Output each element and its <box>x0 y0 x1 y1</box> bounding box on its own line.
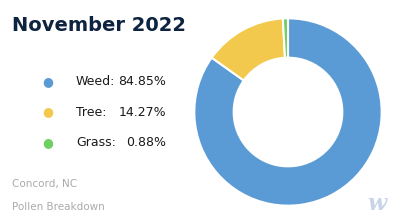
Text: Pollen Breakdown: Pollen Breakdown <box>12 202 105 212</box>
Text: 0.88%: 0.88% <box>126 136 166 149</box>
Text: w: w <box>367 193 386 215</box>
Text: 84.85%: 84.85% <box>118 75 166 88</box>
Wedge shape <box>212 18 285 80</box>
Text: November 2022: November 2022 <box>12 16 186 35</box>
Text: Tree:: Tree: <box>76 106 106 118</box>
Wedge shape <box>283 18 288 58</box>
Text: Grass:: Grass: <box>76 136 116 149</box>
Text: Weed:: Weed: <box>76 75 115 88</box>
Text: ●: ● <box>42 75 54 88</box>
Text: Concord, NC: Concord, NC <box>12 179 77 189</box>
Wedge shape <box>194 18 382 206</box>
Text: ●: ● <box>42 106 54 118</box>
Text: 14.27%: 14.27% <box>118 106 166 118</box>
Text: ●: ● <box>42 136 54 149</box>
